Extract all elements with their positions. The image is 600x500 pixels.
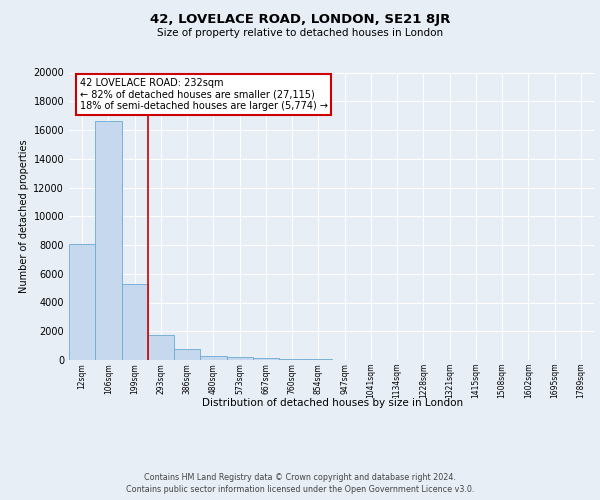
Bar [121,284,148,360]
Bar [227,357,253,360]
Bar [174,349,200,360]
Bar [253,358,279,360]
Text: 42, LOVELACE ROAD, LONDON, SE21 8JR: 42, LOVELACE ROAD, LONDON, SE21 8JR [150,12,450,26]
Text: Size of property relative to detached houses in London: Size of property relative to detached ho… [157,28,443,38]
Y-axis label: Number of detached properties: Number of detached properties [19,140,29,293]
Bar [279,358,305,360]
Text: 42 LOVELACE ROAD: 232sqm
← 82% of detached houses are smaller (27,115)
18% of se: 42 LOVELACE ROAD: 232sqm ← 82% of detach… [79,78,328,112]
Bar [69,244,95,360]
Text: Distribution of detached houses by size in London: Distribution of detached houses by size … [202,398,464,407]
Text: Contains HM Land Registry data © Crown copyright and database right 2024.: Contains HM Land Registry data © Crown c… [144,472,456,482]
Bar [95,122,121,360]
Bar [200,356,227,360]
Text: Contains public sector information licensed under the Open Government Licence v3: Contains public sector information licen… [126,485,474,494]
Bar [148,335,174,360]
